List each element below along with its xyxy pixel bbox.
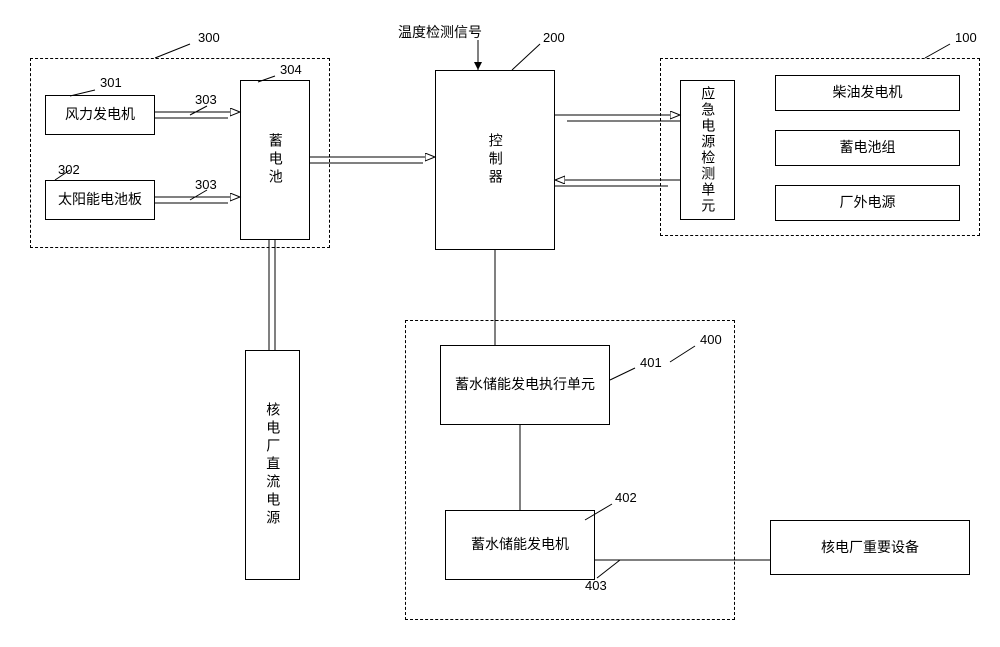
battery-pack-box: 蓄电池组	[775, 130, 960, 166]
controller-box: 控制器	[435, 70, 555, 250]
ref-402: 402	[615, 490, 637, 505]
emergency-detect-box: 应急电源检测单元	[680, 80, 735, 220]
offsite-power-box: 厂外电源	[775, 185, 960, 221]
ref-403: 403	[585, 578, 607, 593]
ref-100: 100	[955, 30, 977, 45]
water-exec-label: 蓄水储能发电执行单元	[455, 375, 595, 395]
ref-temp: 温度检测信号	[398, 22, 482, 42]
ref-304: 304	[280, 62, 302, 77]
ref-401: 401	[640, 355, 662, 370]
offsite-power-label: 厂外电源	[840, 193, 896, 213]
battery-label: 蓄电池	[265, 133, 285, 187]
wind-generator-label: 风力发电机	[65, 105, 135, 125]
plant-equip-label: 核电厂重要设备	[821, 538, 919, 558]
water-gen-label: 蓄水储能发电机	[471, 535, 569, 555]
water-gen-box: 蓄水储能发电机	[445, 510, 595, 580]
ref-400: 400	[700, 332, 722, 347]
diesel-gen-label: 柴油发电机	[833, 83, 903, 103]
ref-303b: 303	[195, 177, 217, 192]
battery-box: 蓄电池	[240, 80, 310, 240]
ref-200: 200	[543, 30, 565, 45]
battery-pack-label: 蓄电池组	[840, 138, 896, 158]
solar-panel-label: 太阳能电池板	[58, 190, 142, 210]
solar-panel-box: 太阳能电池板	[45, 180, 155, 220]
ref-301: 301	[100, 75, 122, 90]
ref-300: 300	[198, 30, 220, 45]
diesel-gen-box: 柴油发电机	[775, 75, 960, 111]
dc-power-label: 核电厂直流电源	[263, 402, 283, 528]
ref-302: 302	[58, 162, 80, 177]
wind-generator-box: 风力发电机	[45, 95, 155, 135]
controller-label: 控制器	[485, 133, 505, 187]
water-exec-box: 蓄水储能发电执行单元	[440, 345, 610, 425]
plant-equip-box: 核电厂重要设备	[770, 520, 970, 575]
emergency-detect-label: 应急电源检测单元	[698, 86, 718, 214]
ref-303a: 303	[195, 92, 217, 107]
dc-power-box: 核电厂直流电源	[245, 350, 300, 580]
